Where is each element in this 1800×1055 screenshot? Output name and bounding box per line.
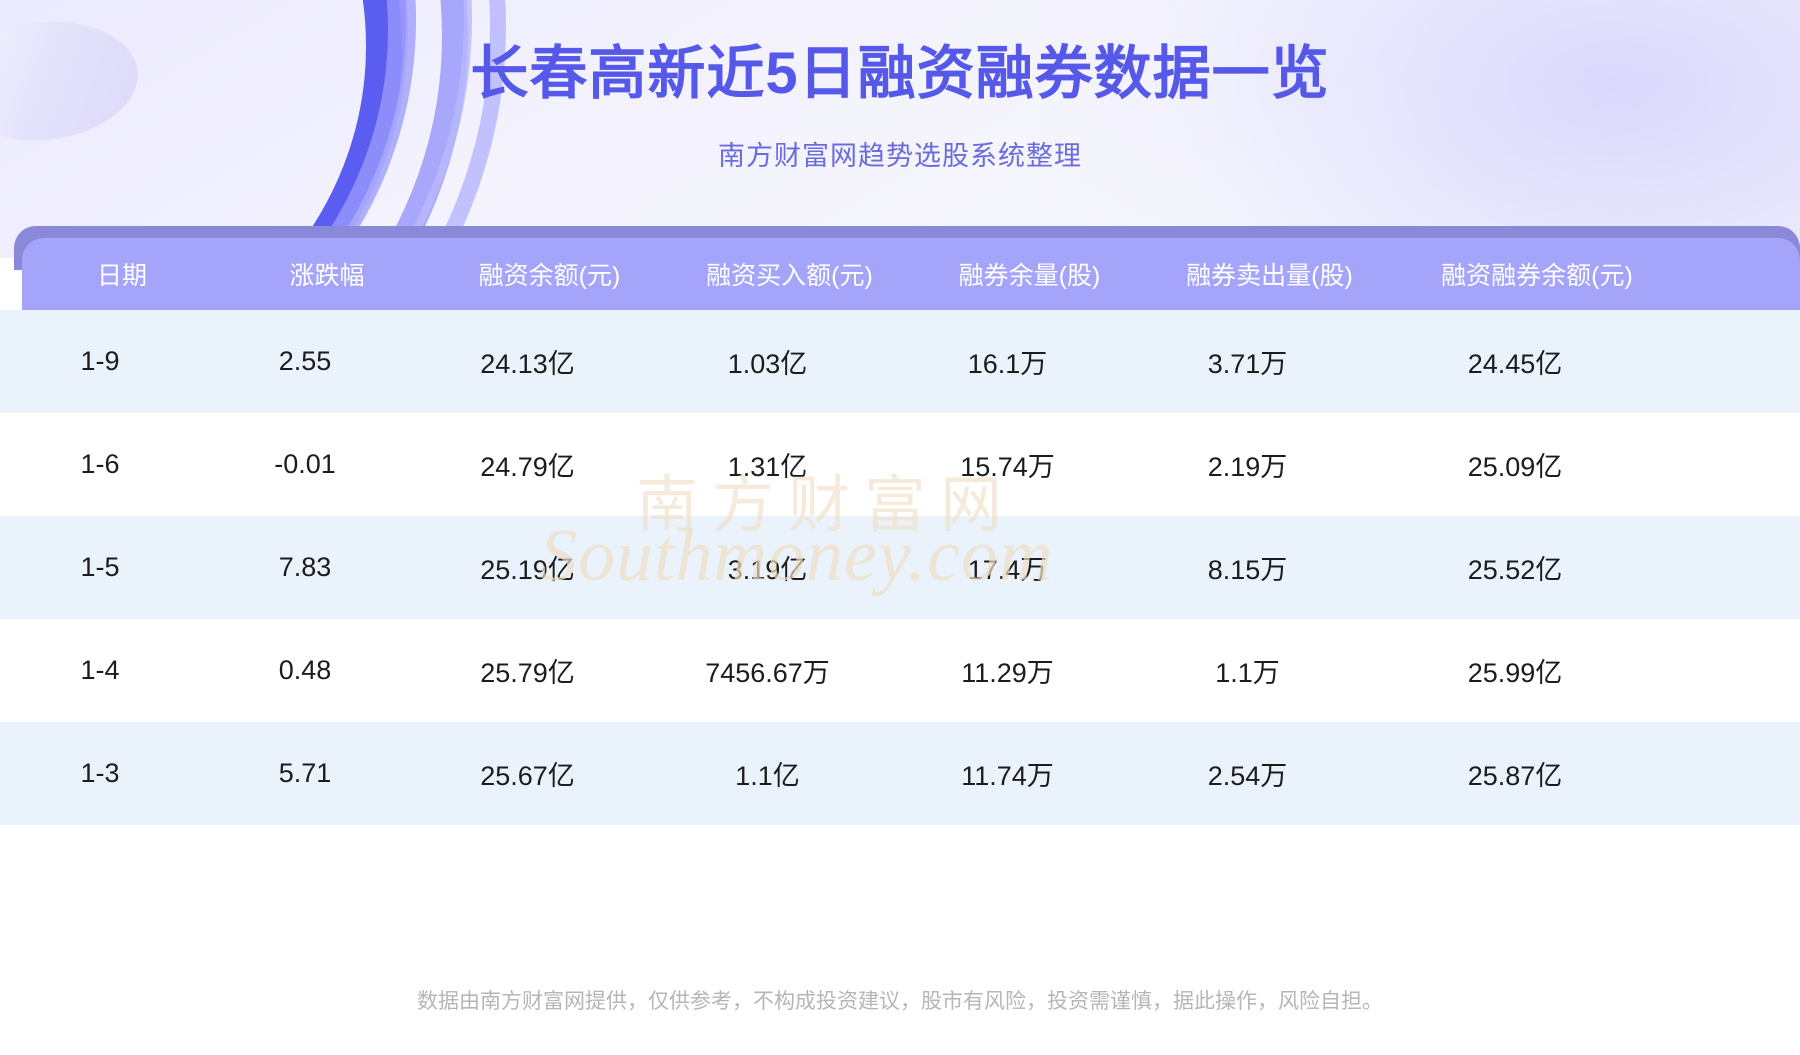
cell-margin-buy: 1.31亿 [727, 452, 808, 482]
table-row: 1-3 5.71 25.67亿 1.1亿 11.74万 2.54万 25.87亿 [0, 722, 1800, 825]
cell-margin-balance: 25.67亿 [480, 761, 575, 791]
cell-short-balance: 16.1万 [967, 349, 1048, 379]
header-banner: 长春高新近5日融资融券数据一览 南方财富网趋势选股系统整理 [0, 0, 1800, 258]
table-row: 1-9 2.55 24.13亿 1.03亿 16.1万 3.71万 24.45亿 [0, 310, 1800, 413]
cell-margin-buy: 3.19亿 [727, 555, 808, 585]
table-row: 1-6 -0.01 24.79亿 1.31亿 15.74万 2.19万 25.0… [0, 413, 1800, 516]
cell-date: 1-3 [80, 758, 120, 788]
page-title: 长春高新近5日融资融券数据一览 [470, 41, 1330, 106]
cell-date: 1-6 [80, 449, 120, 479]
cell-short-sell: 8.15万 [1207, 555, 1288, 585]
cell-margin-balance: 25.19亿 [480, 555, 575, 585]
cell-short-sell: 1.1万 [1215, 658, 1280, 688]
column-header-margin-buy: 融资买入额(元) [706, 262, 873, 290]
cell-short-balance: 17.4万 [967, 555, 1048, 585]
cell-date: 1-9 [80, 346, 120, 376]
cell-total-balance: 25.52亿 [1467, 555, 1563, 585]
cell-margin-buy: 7456.67万 [705, 658, 830, 688]
cell-total-balance: 24.45亿 [1467, 349, 1563, 379]
cell-total-balance: 25.99亿 [1467, 658, 1563, 688]
column-header-change-pct: 涨跌幅 [289, 262, 365, 290]
cell-margin-buy: 1.03亿 [727, 349, 808, 379]
cell-date: 1-4 [80, 655, 120, 685]
cell-change-pct: 7.83 [278, 552, 332, 582]
column-header-total-balance: 融资融券余额(元) [1441, 262, 1633, 290]
cell-margin-balance: 24.79亿 [480, 452, 575, 482]
column-header-short-sell: 融券卖出量(股) [1186, 262, 1353, 290]
cell-date: 1-5 [80, 552, 120, 582]
cell-change-pct: -0.01 [274, 449, 336, 479]
cell-short-balance: 15.74万 [960, 452, 1055, 482]
cell-short-sell: 3.71万 [1207, 349, 1288, 379]
table-body: 1-9 2.55 24.13亿 1.03亿 16.1万 3.71万 24.45亿… [0, 310, 1800, 825]
cell-short-sell: 2.54万 [1207, 761, 1288, 791]
cell-total-balance: 25.09亿 [1467, 452, 1563, 482]
column-header-date: 日期 [96, 262, 147, 290]
table-row: 1-5 7.83 25.19亿 3.19亿 17.4万 8.15万 25.52亿 [0, 516, 1800, 619]
cell-short-sell: 2.19万 [1207, 452, 1288, 482]
cell-change-pct: 0.48 [278, 655, 332, 685]
cell-margin-balance: 25.79亿 [480, 658, 575, 688]
cell-margin-balance: 24.13亿 [480, 349, 575, 379]
cell-change-pct: 5.71 [278, 758, 332, 788]
cell-total-balance: 25.87亿 [1467, 761, 1563, 791]
disclaimer-text: 数据由南方财富网提供，仅供参考，不构成投资建议，股市有风险，投资需谨慎，据此操作… [417, 990, 1383, 1013]
column-header-margin-balance: 融资余额(元) [478, 262, 621, 290]
column-header-short-balance: 融券余量(股) [958, 262, 1101, 290]
table-row: 1-4 0.48 25.79亿 7456.67万 11.29万 1.1万 25.… [0, 619, 1800, 722]
table-header-row: 日期 涨跌幅 融资余额(元) 融资买入额(元) 融券余量(股) 融券卖出量(股)… [22, 238, 1800, 310]
header-gradient-wash [1040, 0, 1800, 258]
cell-short-balance: 11.29万 [961, 658, 1054, 688]
cell-change-pct: 2.55 [278, 346, 332, 376]
cell-margin-buy: 1.1亿 [735, 761, 800, 791]
cell-short-balance: 11.74万 [961, 761, 1054, 791]
page-subtitle: 南方财富网趋势选股系统整理 [718, 141, 1082, 171]
decorative-arcs [0, 0, 560, 258]
